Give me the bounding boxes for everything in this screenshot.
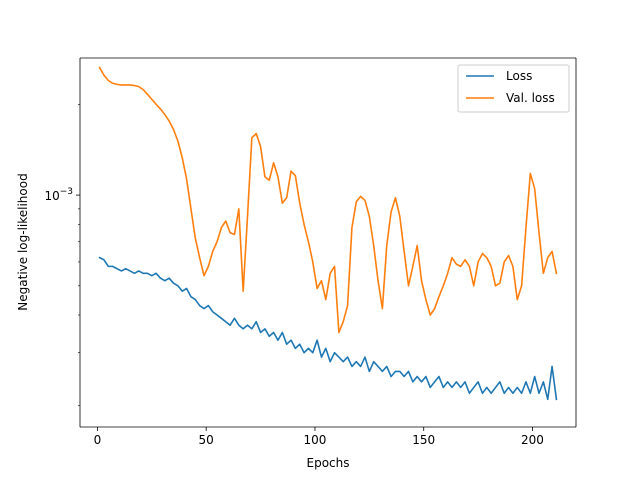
- legend: Loss Val. loss: [457, 64, 570, 113]
- axes-layer: [79, 57, 577, 428]
- series-line-loss: [98, 256, 558, 401]
- x-tick-label: 100: [303, 433, 326, 447]
- plot-area: [80, 58, 576, 427]
- x-tick-label: 150: [412, 433, 435, 447]
- x-tick-label: 200: [521, 433, 544, 447]
- y-ticks: 10−3: [44, 104, 80, 407]
- series-layer: [98, 66, 558, 401]
- x-axis-title: Epochs: [307, 456, 350, 470]
- x-tick-label: 0: [94, 433, 102, 447]
- x-ticks: 0 50 100 150 200: [94, 427, 544, 447]
- y-axis-title: Negative log-likelihood: [16, 173, 30, 310]
- x-tick-label: 50: [199, 433, 214, 447]
- series-val-loss: [98, 66, 558, 334]
- legend-label-val-loss: Val. loss: [506, 91, 555, 105]
- series-loss: [98, 256, 558, 401]
- y-tick-label: 10−3: [44, 187, 73, 203]
- legend-label-loss: Loss: [506, 69, 532, 83]
- series-line-val-loss: [98, 66, 558, 334]
